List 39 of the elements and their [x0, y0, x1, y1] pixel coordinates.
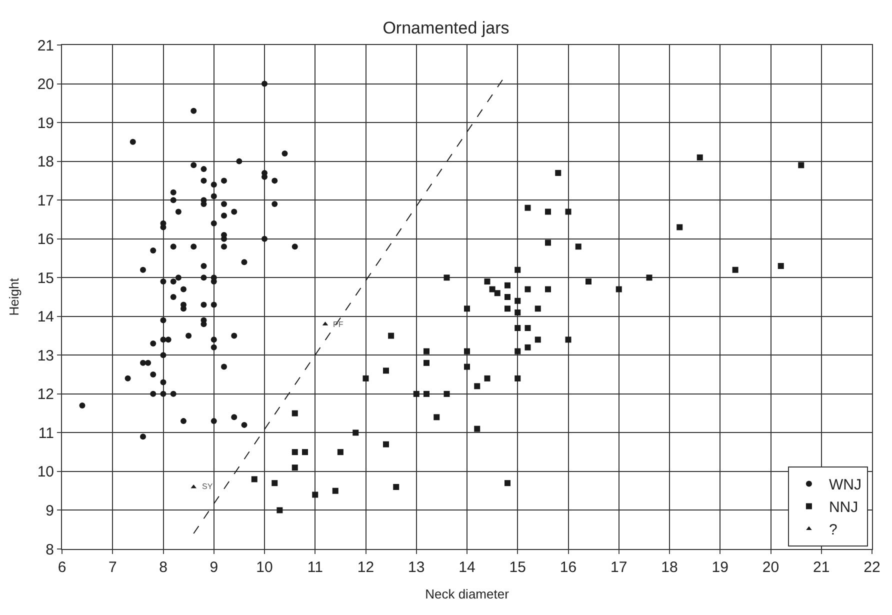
y-axis-title: Height: [6, 278, 22, 316]
legend-label: WNJ: [828, 476, 862, 494]
y-tick-label: 16: [37, 231, 54, 248]
x-tick-label: 22: [864, 559, 880, 576]
y-tick-label: 9: [46, 502, 54, 520]
y-tick-label: 12: [37, 386, 54, 404]
y-tick-label: 14: [37, 308, 54, 326]
x-tick-label: 15: [509, 559, 526, 576]
y-tick-label: 18: [37, 154, 54, 171]
x-tick-label: 19: [712, 559, 728, 576]
x-axis-title: Neck diameter: [425, 586, 510, 602]
legend-label: NNJ: [828, 499, 858, 516]
x-tick-label: 10: [256, 559, 273, 576]
annotation: SY: [202, 482, 214, 491]
x-tick-label: 6: [58, 559, 66, 576]
x-tick-label: 11: [307, 559, 323, 576]
x-tick-label: 13: [408, 559, 425, 576]
y-tick-label: 20: [37, 76, 54, 94]
x-tick-label: 12: [357, 559, 374, 576]
x-tick-label: 7: [108, 559, 117, 576]
y-tick-label: 15: [37, 270, 54, 287]
y-tick-label: 19: [37, 114, 54, 132]
chart-title: Ornamented jars: [382, 18, 510, 38]
y-tick-label: 13: [37, 347, 54, 364]
x-tick-label: 14: [458, 559, 476, 576]
y-tick-label: 8: [46, 541, 54, 558]
x-tick-label: 8: [159, 559, 168, 576]
x-tick-label: 21: [813, 559, 830, 576]
x-tick-label: 20: [762, 559, 780, 576]
annotation: PF: [333, 320, 344, 329]
x-tick-label: 17: [610, 559, 628, 576]
x-tick-label: 16: [560, 559, 577, 576]
legend-label: ?: [828, 522, 838, 539]
y-tick-label: 17: [37, 192, 54, 210]
x-tick-label: 18: [661, 559, 678, 576]
y-tick-label: 11: [38, 424, 54, 442]
y-tick-label: 21: [37, 37, 54, 54]
y-tick-label: 10: [37, 464, 54, 481]
x-tick-label: 9: [210, 559, 218, 576]
